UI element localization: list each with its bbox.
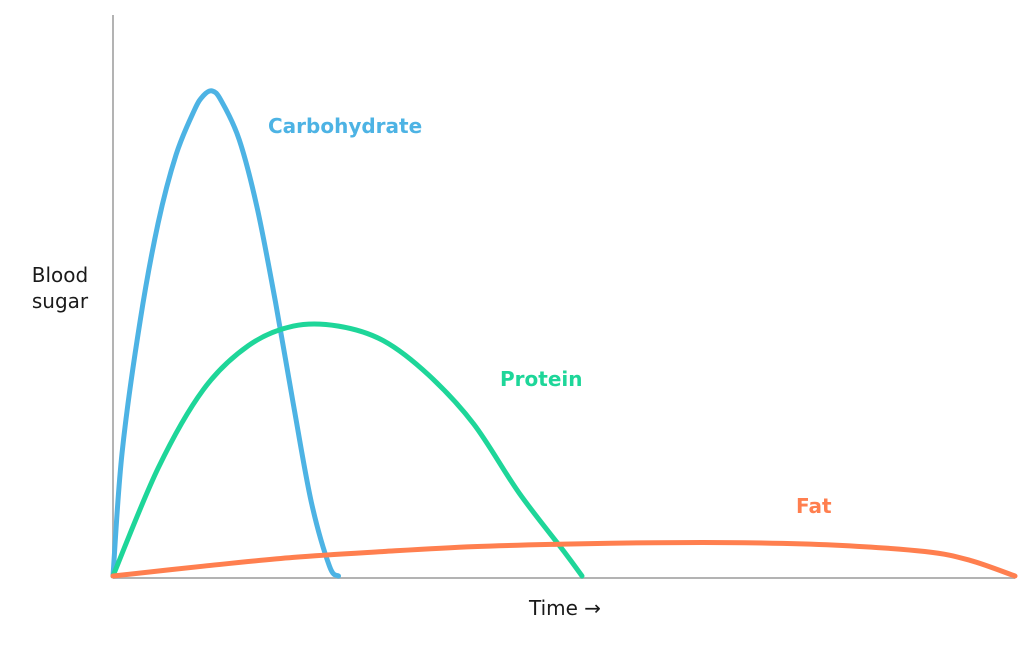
y-axis-label-line-1: Blood (31, 263, 89, 287)
protein-line (110, 321, 585, 579)
y-axis-label-line-2: sugar (31, 289, 89, 313)
y-axis-label: Blood sugar (20, 262, 100, 314)
fat-label: Fat (796, 494, 832, 518)
series-layer (110, 88, 1018, 579)
protein-label: Protein (500, 367, 583, 391)
fat-line (110, 539, 1018, 579)
carbohydrate-line (110, 88, 341, 579)
x-axis-label: Time → (528, 596, 602, 620)
carbohydrate-label: Carbohydrate (268, 114, 423, 138)
